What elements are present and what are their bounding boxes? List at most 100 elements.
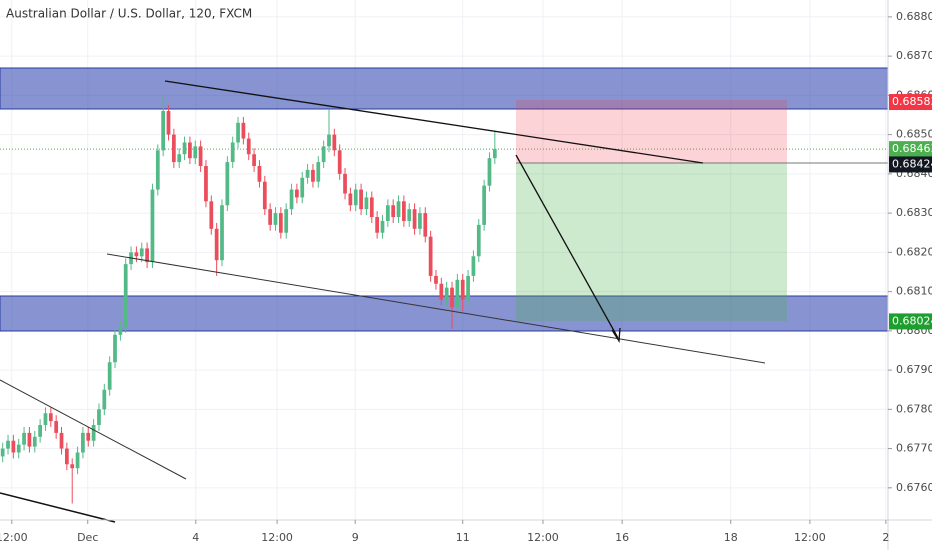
candle-body (321, 146, 326, 163)
x-tick-label: 12:00 (0, 531, 28, 544)
candle-body (70, 464, 75, 469)
candle-body (75, 452, 80, 469)
candle-body (252, 154, 256, 167)
candle-body (113, 334, 117, 363)
trend-line (0, 492, 116, 523)
candle-body (476, 224, 481, 257)
candle-body (428, 236, 433, 276)
candle-body (348, 193, 353, 206)
arrow (515, 154, 619, 339)
candle-body (492, 149, 497, 159)
candle-body (305, 169, 310, 178)
x-tick-label: 11 (456, 531, 470, 544)
axis-labels: 0.676000.677000.678000.679000.680000.681… (0, 10, 932, 544)
candle-body (204, 166, 208, 202)
candles (0, 95, 497, 504)
candle-body (27, 432, 32, 447)
candle-body (102, 389, 107, 410)
candle-body (450, 287, 454, 308)
x-tick-label: 12:00 (527, 531, 559, 544)
candle-body (86, 432, 91, 441)
candle-body (59, 432, 64, 449)
channel-line (106, 253, 766, 364)
candle-body (262, 181, 267, 210)
candle-body (482, 185, 486, 225)
candle-body (418, 213, 422, 229)
candle-body (198, 146, 203, 167)
price-label-bg (889, 313, 932, 330)
candle-body (359, 189, 363, 210)
x-tick-label: 18 (724, 531, 738, 544)
candle-body (412, 209, 417, 229)
candle-body (166, 111, 171, 135)
candle-body (81, 432, 85, 453)
candle-body (407, 209, 412, 221)
x-tick-label: 12:00 (794, 531, 826, 544)
candle-body (123, 264, 128, 327)
x-tick-label: 2 (882, 531, 889, 544)
chart-title: Australian Dollar / U.S. Dollar, 120, FX… (6, 7, 252, 21)
candle-body (311, 169, 315, 182)
candle-body (214, 228, 219, 261)
candle-body (22, 432, 26, 445)
candle-body (364, 197, 369, 210)
candle-body (257, 166, 262, 182)
candle-body (439, 283, 444, 300)
candle-body (38, 425, 42, 437)
resistance-zone (0, 67, 889, 110)
candle-body (118, 326, 123, 335)
candle-body (268, 209, 273, 225)
candle-body (182, 142, 187, 155)
x-tick-label: 4 (192, 531, 199, 544)
candle-body (11, 440, 16, 453)
candle-body (54, 421, 59, 433)
x-tick-label: 12:00 (261, 531, 293, 544)
candle-body (369, 197, 374, 218)
candle-body (0, 448, 5, 457)
candle-body (246, 138, 251, 155)
candle-body (230, 142, 235, 163)
candle-body (295, 189, 299, 198)
price-label: 0.68424 (892, 157, 932, 170)
candle-body (220, 205, 224, 261)
candle-body (289, 189, 294, 210)
candle-body (107, 362, 112, 390)
candle-body (155, 150, 160, 190)
x-tick-label: 16 (615, 531, 629, 544)
candle-body (188, 142, 192, 159)
candle-body (337, 150, 342, 174)
candle-body (455, 279, 460, 308)
candle-body (6, 440, 10, 449)
x-tick-label: Dec (77, 531, 98, 544)
candle-body (161, 111, 166, 151)
price-label-bg (889, 156, 932, 173)
candle-body (434, 275, 438, 284)
price-label: 0.68024 (892, 314, 932, 327)
target-area (516, 163, 787, 321)
candle-body (327, 134, 331, 147)
candle-body (316, 162, 321, 182)
candle-body (402, 201, 406, 221)
candle-body (193, 146, 198, 159)
candle-body (278, 213, 283, 233)
candle-body (375, 217, 380, 233)
candle-body (48, 413, 53, 422)
candle-body (385, 205, 390, 221)
candle-body (241, 122, 246, 139)
candle-body (97, 409, 101, 426)
candle-body (284, 209, 289, 233)
candle-body (145, 248, 149, 263)
candle-body (380, 220, 385, 233)
candle-body (139, 248, 144, 257)
candle-body (177, 154, 182, 163)
candle-body (134, 252, 139, 257)
candle-body (444, 287, 449, 300)
candle-body (225, 162, 230, 206)
price-label-bg (889, 141, 932, 158)
candle-body (32, 436, 37, 447)
